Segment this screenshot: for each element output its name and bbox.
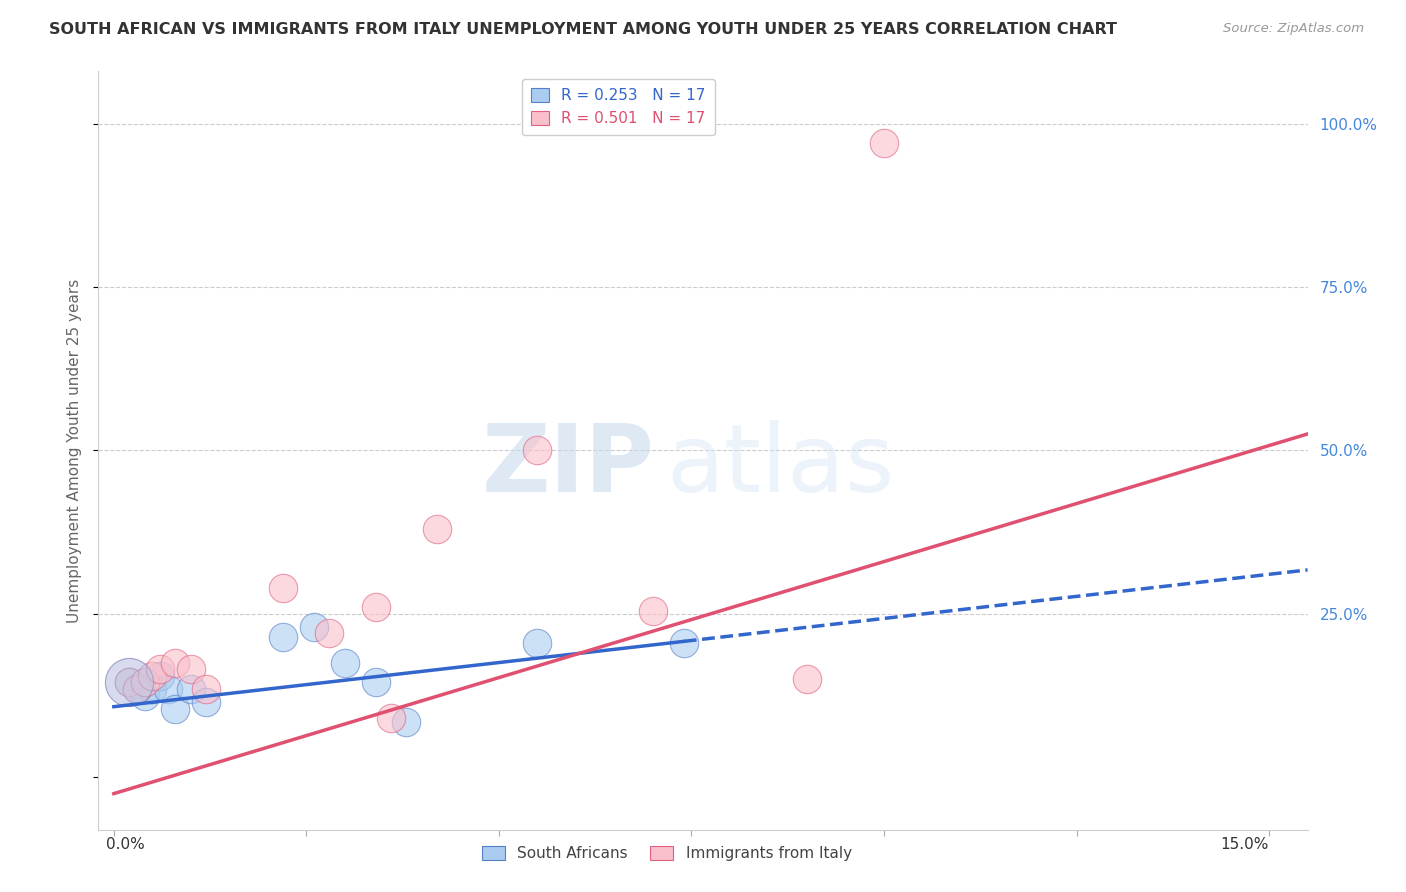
- Point: [318, 626, 340, 640]
- Point: [165, 701, 187, 715]
- Text: 15.0%: 15.0%: [1220, 838, 1270, 853]
- Point: [156, 681, 179, 696]
- Point: [526, 443, 548, 458]
- Text: 0.0%: 0.0%: [105, 838, 145, 853]
- Point: [526, 636, 548, 650]
- Point: [141, 681, 163, 696]
- Point: [672, 636, 695, 650]
- Point: [364, 675, 387, 690]
- Text: atlas: atlas: [666, 419, 896, 512]
- Point: [134, 689, 156, 703]
- Point: [302, 620, 325, 634]
- Point: [118, 675, 141, 690]
- Point: [118, 675, 141, 690]
- Text: SOUTH AFRICAN VS IMMIGRANTS FROM ITALY UNEMPLOYMENT AMONG YOUTH UNDER 25 YEARS C: SOUTH AFRICAN VS IMMIGRANTS FROM ITALY U…: [49, 22, 1118, 37]
- Point: [125, 681, 148, 696]
- Point: [271, 581, 294, 595]
- Point: [118, 675, 141, 690]
- Text: ZIP: ZIP: [482, 419, 655, 512]
- Point: [364, 600, 387, 615]
- Point: [180, 662, 202, 676]
- Y-axis label: Unemployment Among Youth under 25 years: Unemployment Among Youth under 25 years: [67, 278, 83, 623]
- Point: [134, 675, 156, 690]
- Point: [125, 681, 148, 696]
- Point: [118, 675, 141, 690]
- Point: [641, 604, 664, 618]
- Text: Source: ZipAtlas.com: Source: ZipAtlas.com: [1223, 22, 1364, 36]
- Point: [271, 630, 294, 644]
- Point: [195, 695, 218, 709]
- Point: [195, 681, 218, 696]
- Point: [380, 711, 402, 725]
- Point: [180, 681, 202, 696]
- Legend: South Africans, Immigrants from Italy: South Africans, Immigrants from Italy: [475, 840, 858, 867]
- Point: [141, 669, 163, 683]
- Point: [149, 669, 172, 683]
- Point: [149, 662, 172, 676]
- Point: [796, 672, 818, 686]
- Point: [333, 656, 356, 670]
- Point: [873, 136, 896, 151]
- Point: [426, 522, 449, 536]
- Point: [165, 656, 187, 670]
- Point: [134, 675, 156, 690]
- Point: [395, 714, 418, 729]
